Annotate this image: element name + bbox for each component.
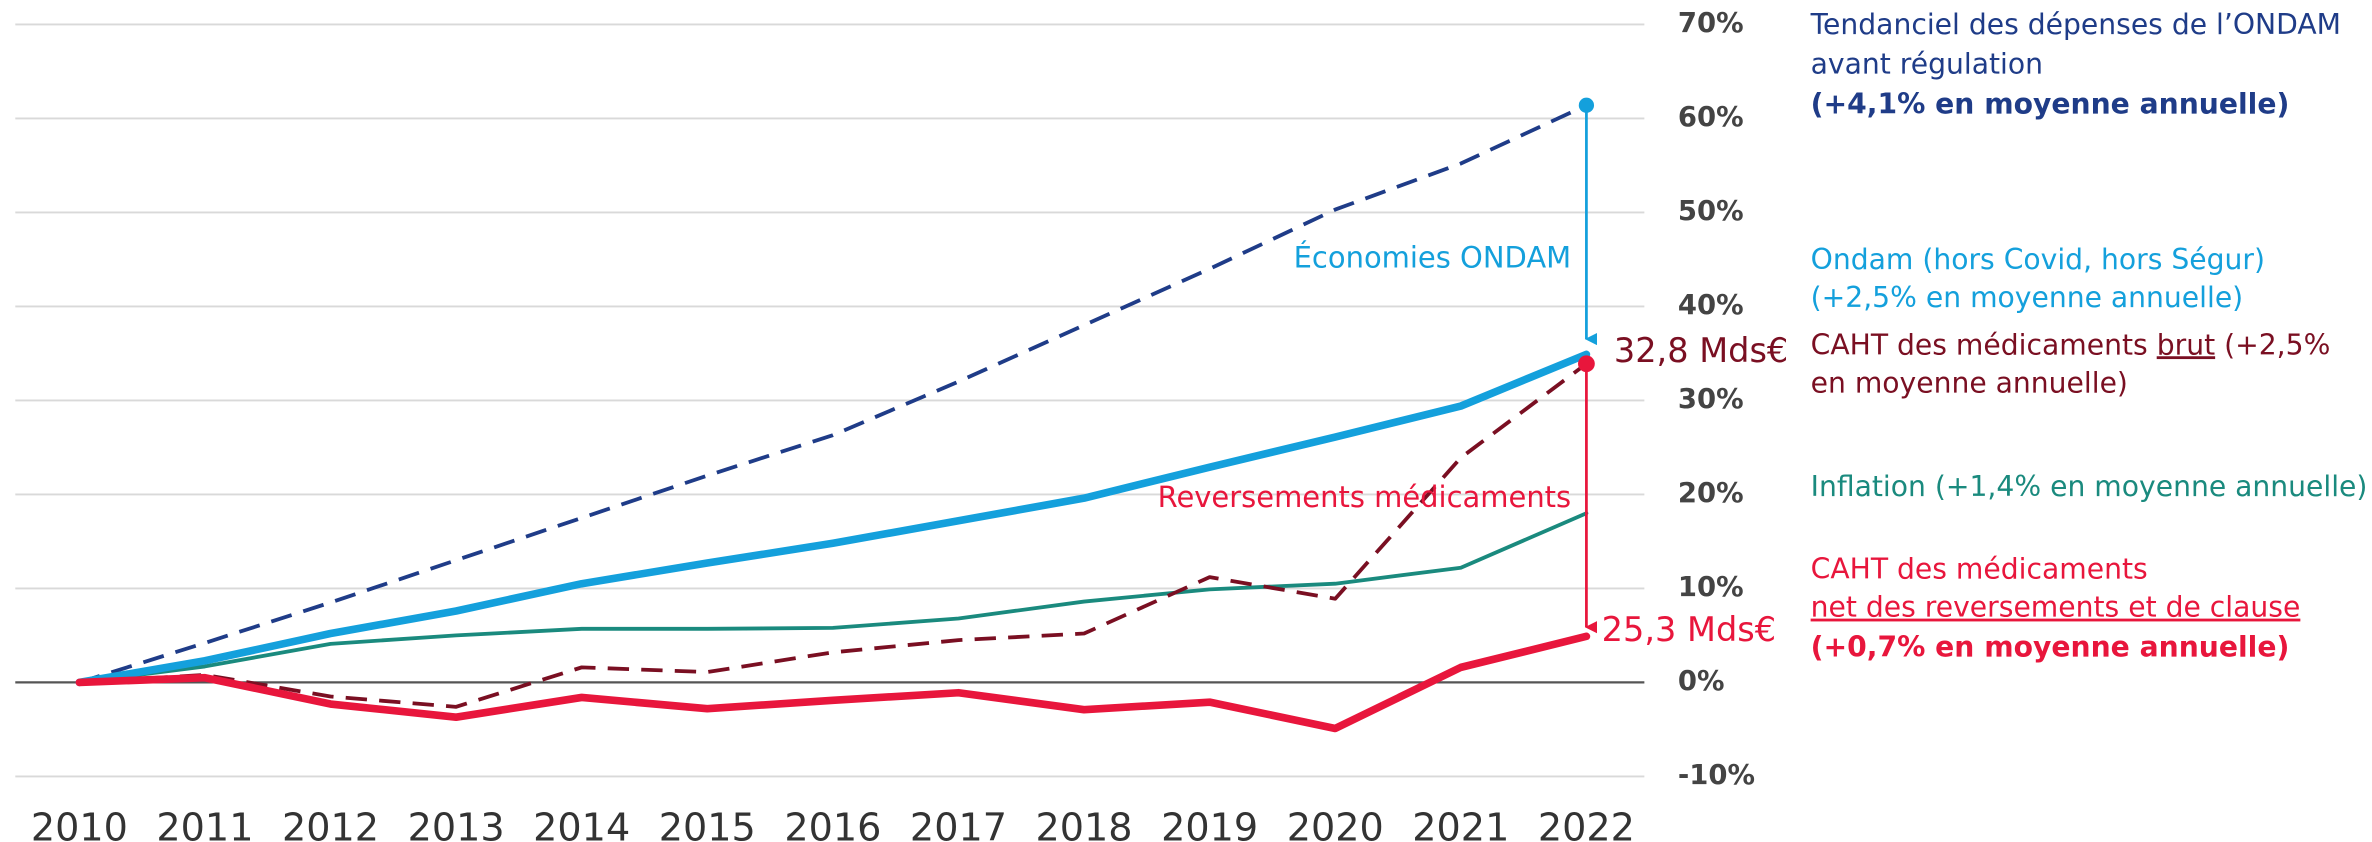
series-line (75, 350, 1591, 687)
legend-entry: Tendanciel des dépenses de l’ONDAM (1810, 8, 2341, 41)
legend-entry: en moyenne annuelle) (1811, 366, 2128, 399)
y-tick-label: 10% (1678, 572, 1744, 603)
x-tick-label: 2020 (1287, 805, 1384, 842)
x-tick-label: 2016 (784, 805, 881, 842)
x-tick-label: 2019 (1161, 805, 1258, 842)
legend-entry: net des reversements et de clause (1811, 591, 2301, 624)
x-tick-label: 2022 (1538, 805, 1635, 842)
legend-entry: CAHT des médicaments (1811, 552, 2148, 585)
annotation: Économies ONDAM (1294, 240, 1572, 274)
x-tick-label: 2011 (156, 805, 253, 842)
y-tick-label: 30% (1678, 384, 1744, 415)
x-tick-label: 2018 (1036, 805, 1133, 842)
series-line (75, 632, 1591, 733)
y-tick-label: 60% (1678, 102, 1744, 133)
legend-text: Tendanciel des dépenses de l’ONDAM (1810, 8, 2341, 41)
y-tick-label: 0% (1678, 666, 1725, 697)
series-line (77, 511, 1589, 685)
y-tick-label: 50% (1678, 196, 1744, 227)
x-tick-label: 2017 (910, 805, 1007, 842)
x-tick-label: 2014 (533, 805, 630, 842)
legend-text: CAHT des médicaments (1811, 552, 2148, 585)
x-tick-label: 2021 (1412, 805, 1509, 842)
annotation: Reversements médicaments (1158, 480, 1572, 514)
legend-text: net des reversements et de clause (1811, 591, 2301, 624)
x-tick-label: 2012 (282, 805, 379, 842)
legend-entry: Inflation (+1,4% en moyenne annuelle) (1811, 470, 2368, 503)
legend-entry: (+4,1% en moyenne annuelle) (1811, 87, 2290, 120)
legend-text: (+2,5% (2215, 328, 2330, 361)
legend-entry: avant régulation (1811, 48, 2043, 81)
legend-text: (+4,1% en moyenne annuelle) (1811, 87, 2290, 120)
y-tick-label: 70% (1678, 8, 1744, 39)
end-dot (1578, 97, 1595, 113)
legend-entry: Ondam (hors Covid, hors Ségur) (1811, 243, 2265, 276)
y-tick-label: -10% (1678, 760, 1755, 791)
legend-entry: (+0,7% en moyenne annuelle) (1811, 630, 2290, 663)
legend-text: (+0,7% en moyenne annuelle) (1811, 630, 2290, 663)
legend-text: (+2,5% en moyenne annuelle) (1811, 281, 2244, 314)
legend-text: en moyenne annuelle) (1811, 366, 2128, 399)
x-tick-label: 2015 (659, 805, 756, 842)
x-tick-label: 2013 (408, 805, 505, 842)
x-tick-label: 2010 (31, 805, 128, 842)
legend-entry: CAHT des médicaments brut (+2,5% (1811, 328, 2331, 361)
legend-entry: (+2,5% en moyenne annuelle) (1811, 281, 2244, 314)
series-line (78, 103, 1588, 685)
legend-text: brut (2157, 328, 2215, 361)
y-tick-label: 20% (1678, 478, 1744, 509)
y-tick-label: 40% (1678, 290, 1744, 321)
legend-text: avant régulation (1811, 48, 2043, 81)
legend-text: CAHT des médicaments (1811, 328, 2157, 361)
legend-text: Inflation (+1,4% en moyenne annuelle) (1811, 470, 2368, 503)
annotation: 32,8 Mds€ (1614, 331, 1788, 370)
series-line (79, 362, 1588, 709)
legend-text: Ondam (hors Covid, hors Ségur) (1811, 243, 2265, 276)
annotation: 25,3 Mds€ (1602, 610, 1776, 649)
end-dot (1578, 355, 1595, 373)
